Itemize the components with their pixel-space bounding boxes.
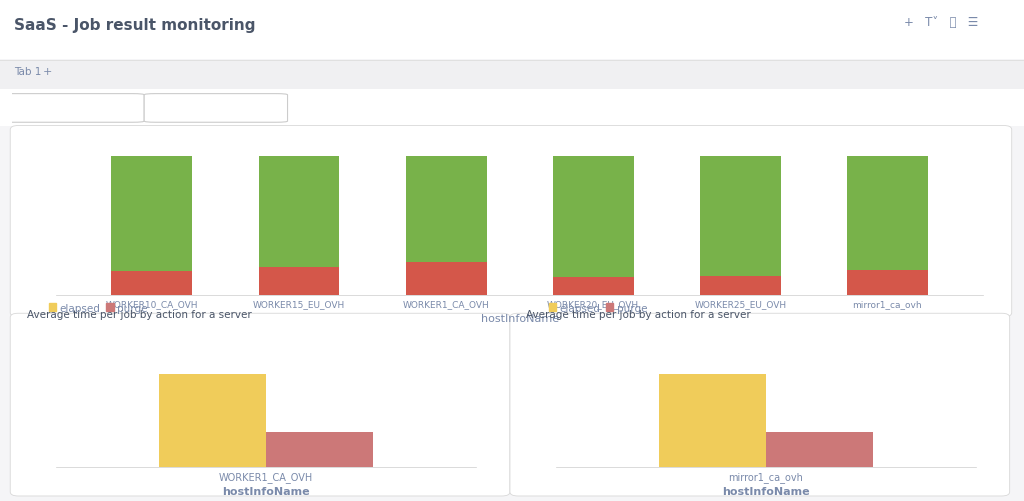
Text: Tab 1: Tab 1 xyxy=(14,67,42,77)
Bar xyxy=(847,271,928,296)
Bar xyxy=(259,268,340,296)
Bar xyxy=(553,156,634,278)
Bar xyxy=(112,156,193,272)
Bar xyxy=(699,276,780,296)
Bar xyxy=(553,278,634,296)
Bar xyxy=(112,272,193,296)
Bar xyxy=(266,432,373,467)
FancyBboxPatch shape xyxy=(144,94,288,123)
Bar xyxy=(766,432,872,467)
Legend: elapsed, purge: elapsed, purge xyxy=(45,299,152,317)
Text: +: + xyxy=(43,67,52,77)
X-axis label: hostInfoName: hostInfoName xyxy=(480,313,559,323)
Legend: elapsed, purge: elapsed, purge xyxy=(545,299,651,317)
Text: Average time per job by action for a server: Average time per job by action for a ser… xyxy=(526,310,751,320)
FancyBboxPatch shape xyxy=(1,94,144,123)
X-axis label: hostInfoName: hostInfoName xyxy=(722,486,810,496)
Text: +   T˅   ⧉   ☰: + T˅ ⧉ ☰ xyxy=(904,16,979,29)
Bar xyxy=(160,374,266,467)
Text: ⚙: ⚙ xyxy=(259,104,267,113)
Text: ∷ Server 1: ∷ Server 1 xyxy=(30,104,84,114)
X-axis label: hostInfoName: hostInfoName xyxy=(222,486,310,496)
Text: ⚙: ⚙ xyxy=(116,104,124,113)
Bar xyxy=(699,156,780,276)
Bar xyxy=(659,374,766,467)
Bar xyxy=(259,156,340,268)
Bar xyxy=(406,262,486,296)
Bar xyxy=(406,156,486,262)
Text: SaaS - Job result monitoring: SaaS - Job result monitoring xyxy=(14,18,256,33)
Bar xyxy=(847,156,928,271)
Text: ∷ Server 2: ∷ Server 2 xyxy=(173,104,227,114)
Text: Average time per job by action for a server: Average time per job by action for a ser… xyxy=(27,310,251,320)
